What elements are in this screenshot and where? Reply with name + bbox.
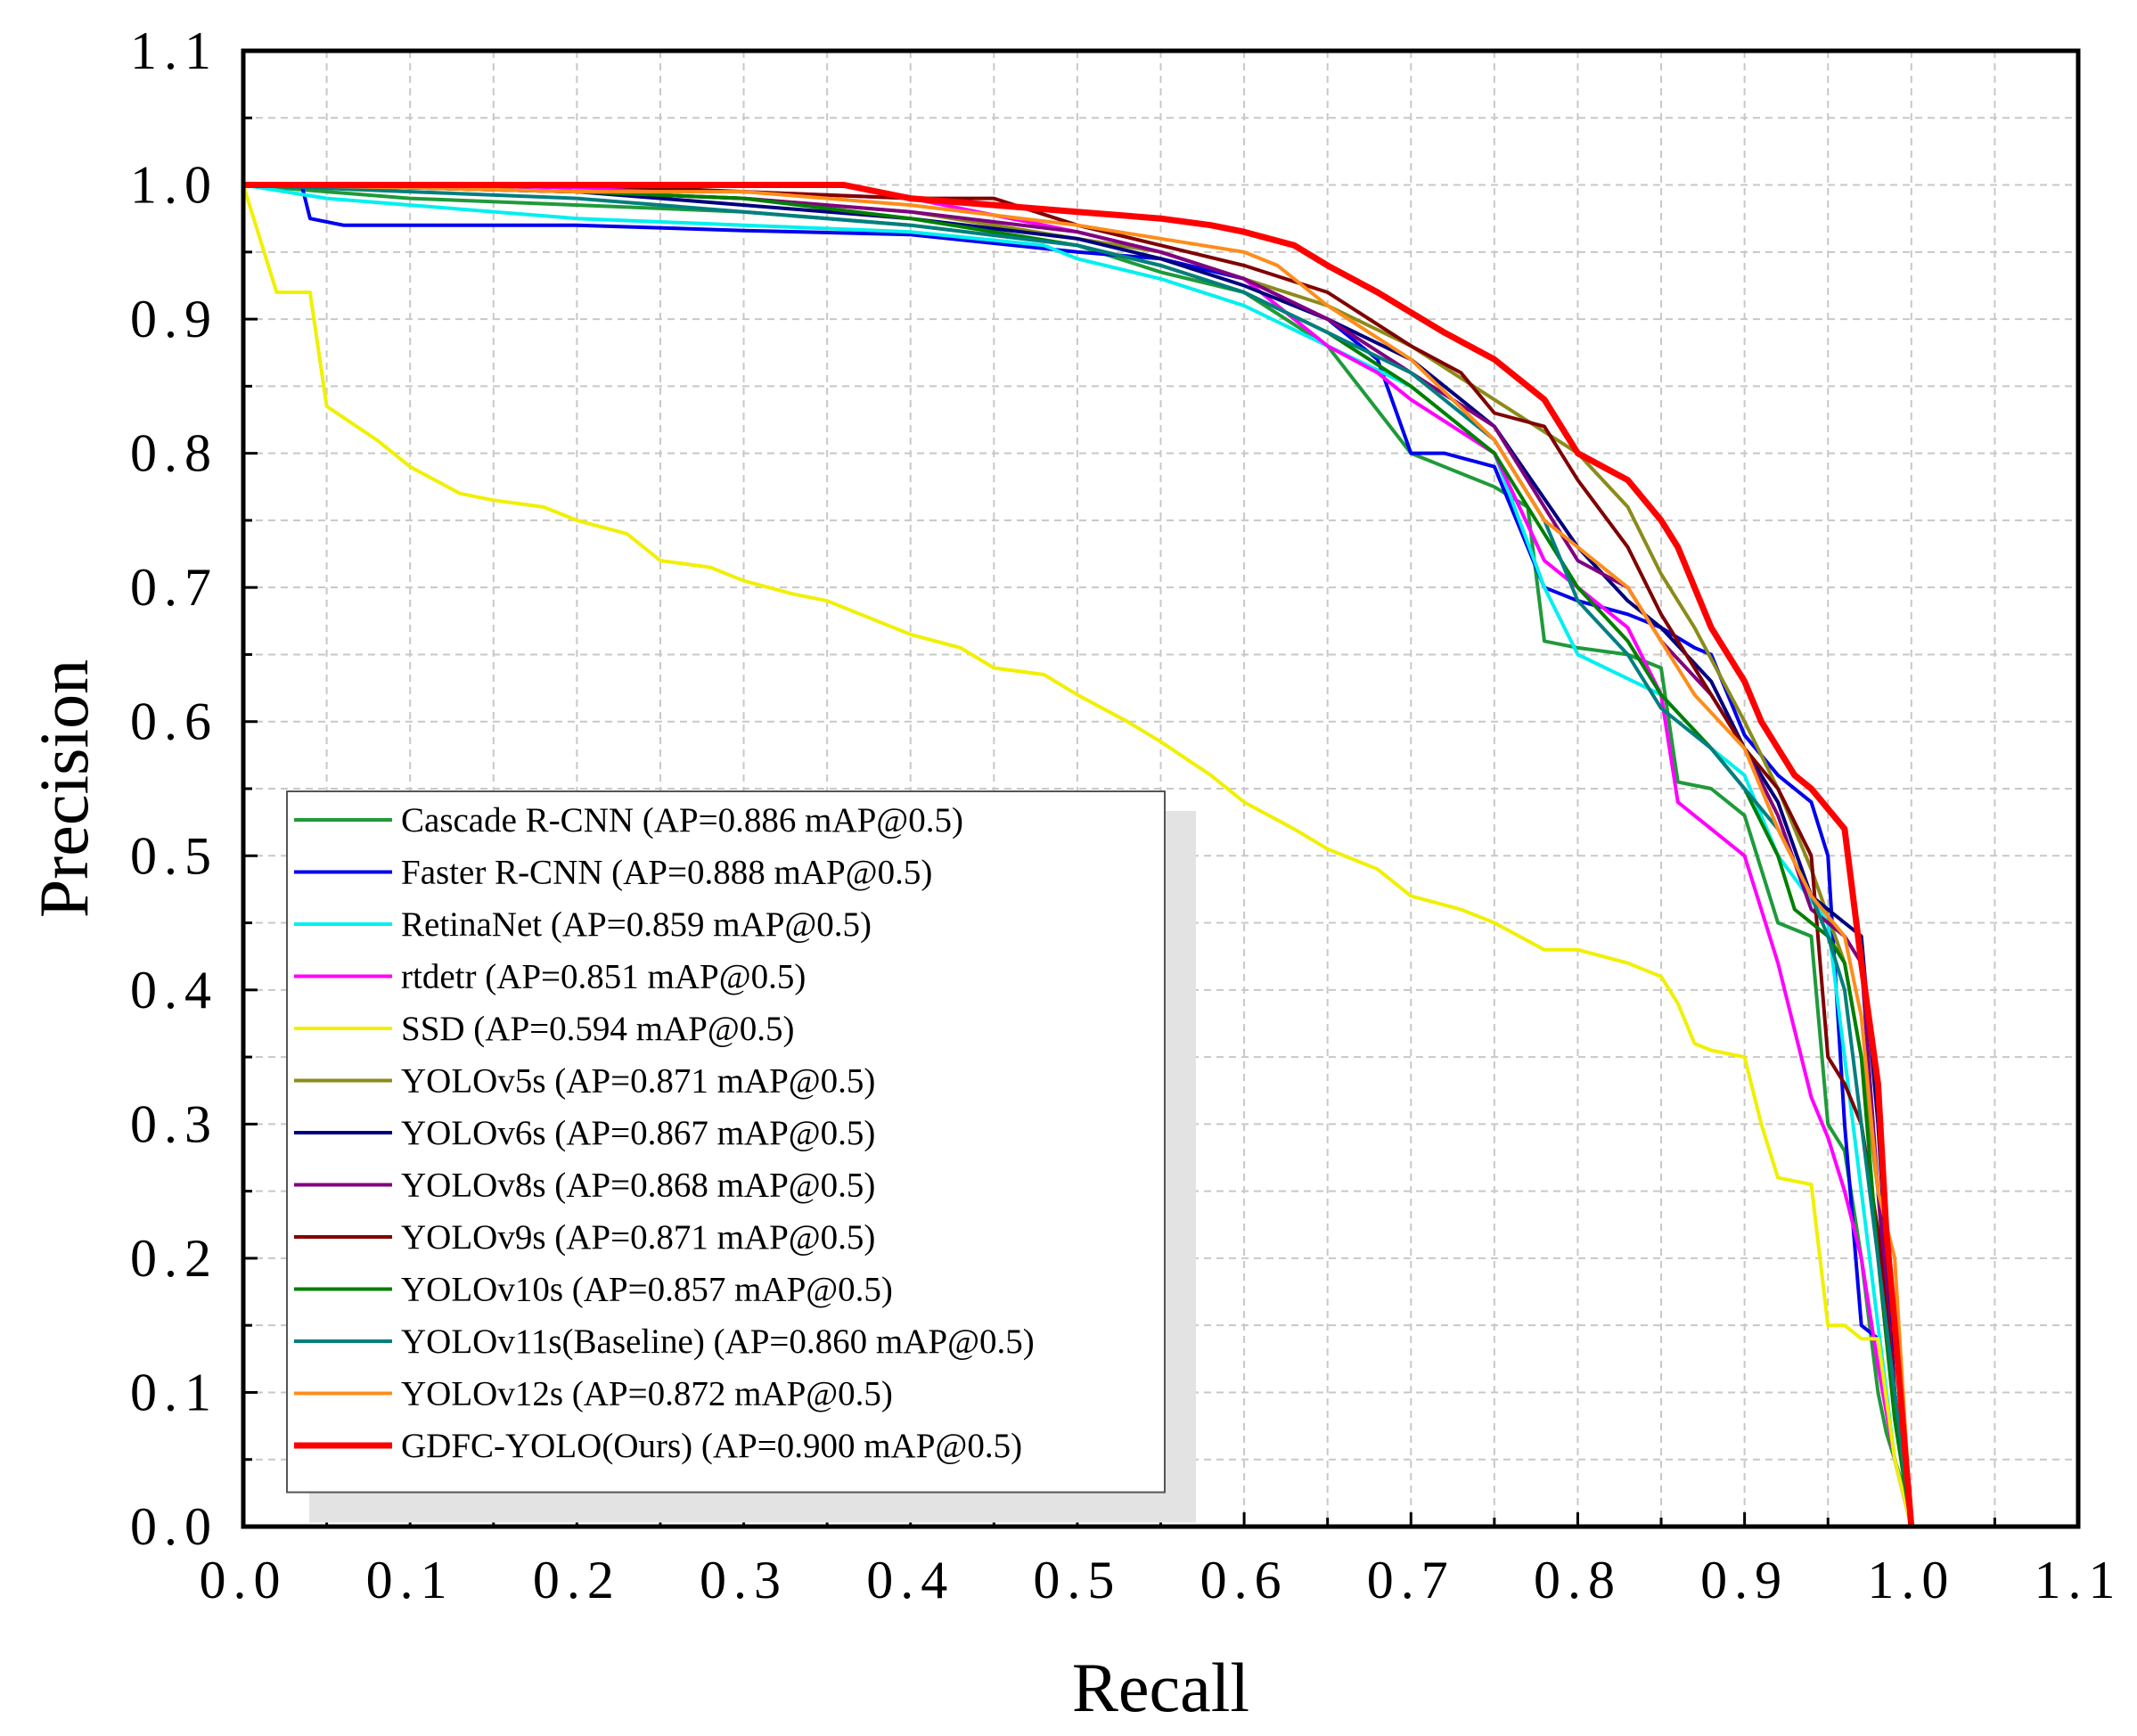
legend-label: YOLOv5s (AP=0.871 mAP@0.5) <box>401 1062 875 1101</box>
x-tick-label: 0.4 <box>866 1551 954 1609</box>
y-tick-label: 0.0 <box>130 1497 218 1556</box>
legend-label: YOLOv12s (AP=0.872 mAP@0.5) <box>401 1375 893 1413</box>
series-line <box>243 182 1915 1527</box>
y-axis-title: Precision <box>25 659 102 918</box>
legend-label: YOLOv11s(Baseline) (AP=0.860 mAP@0.5) <box>401 1322 1035 1361</box>
legend-box <box>286 790 1166 1494</box>
y-tick-label: 0.3 <box>130 1094 218 1153</box>
series-line <box>242 183 1913 1527</box>
series-layer <box>242 182 1915 1527</box>
series-line <box>243 183 1913 1527</box>
y-tick-label: 0.9 <box>130 290 218 348</box>
x-tick-labels: 0.0 0.1 0.2 0.3 0.4 0.5 0.6 0.7 0.8 0.9 1.0 1.1 <box>200 1551 2123 1609</box>
legend-label: rtdetr (AP=0.851 mAP@0.5) <box>401 958 806 996</box>
y-tick-label: 1.1 <box>130 21 218 80</box>
x-tick-label: 1.1 <box>2035 1551 2123 1609</box>
y-tick-label: 0.5 <box>130 826 218 885</box>
x-tick-label: 0.2 <box>533 1551 621 1609</box>
y-tick-label: 0.4 <box>130 961 218 1019</box>
y-tick-label: 0.6 <box>130 692 218 751</box>
y-tick-label: 0.7 <box>130 558 218 617</box>
x-axis-title: Recall <box>1072 1649 1249 1726</box>
x-tick-label: 0.3 <box>700 1551 788 1609</box>
legend: Cascade R-CNN (AP=0.886 mAP@0.5) Faster R… <box>286 790 1196 1523</box>
y-tick-label: 0.1 <box>130 1363 218 1421</box>
series-line <box>242 183 1913 1527</box>
legend-items: Cascade R-CNN (AP=0.886 mAP@0.5) Faster R… <box>294 801 1035 1465</box>
x-tick-label: 1.0 <box>1867 1551 1955 1609</box>
legend-label: YOLOv9s (AP=0.871 mAP@0.5) <box>401 1218 875 1257</box>
series-line <box>243 183 1913 1527</box>
legend-label: Cascade R-CNN (AP=0.886 mAP@0.5) <box>401 801 963 839</box>
x-tick-label: 0.0 <box>200 1551 288 1609</box>
legend-label: YOLOv6s (AP=0.867 mAP@0.5) <box>401 1114 875 1152</box>
x-tick-label: 0.5 <box>1033 1551 1121 1609</box>
y-tick-label: 0.2 <box>130 1229 218 1288</box>
x-tick-label: 0.6 <box>1200 1551 1289 1609</box>
y-tick-labels: 0.0 0.1 0.2 0.3 0.4 0.5 0.6 0.7 0.8 0.9 1.0 1.1 <box>130 21 218 1556</box>
series-line <box>242 183 1913 1527</box>
legend-label: GDFC-YOLO(Ours) (AP=0.900 mAP@0.5) <box>401 1427 1022 1465</box>
y-tick-label: 1.0 <box>130 156 218 215</box>
y-tick-label: 0.8 <box>130 424 218 483</box>
x-tick-label: 0.1 <box>366 1551 454 1609</box>
legend-label: SSD (AP=0.594 mAP@0.5) <box>401 1010 794 1048</box>
legend-label: RetinaNet (AP=0.859 mAP@0.5) <box>401 905 872 944</box>
x-tick-label: 0.9 <box>1700 1551 1789 1609</box>
legend-label: YOLOv10s (AP=0.857 mAP@0.5) <box>401 1271 893 1309</box>
series-line <box>242 184 1913 1527</box>
legend-label: Faster R-CNN (AP=0.888 mAP@0.5) <box>401 854 932 892</box>
plot-frame <box>241 48 2081 1529</box>
x-tick-label: 0.8 <box>1534 1551 1622 1609</box>
legend-label: YOLOv8s (AP=0.868 mAP@0.5) <box>401 1167 875 1205</box>
x-tick-label: 0.7 <box>1367 1551 1455 1609</box>
